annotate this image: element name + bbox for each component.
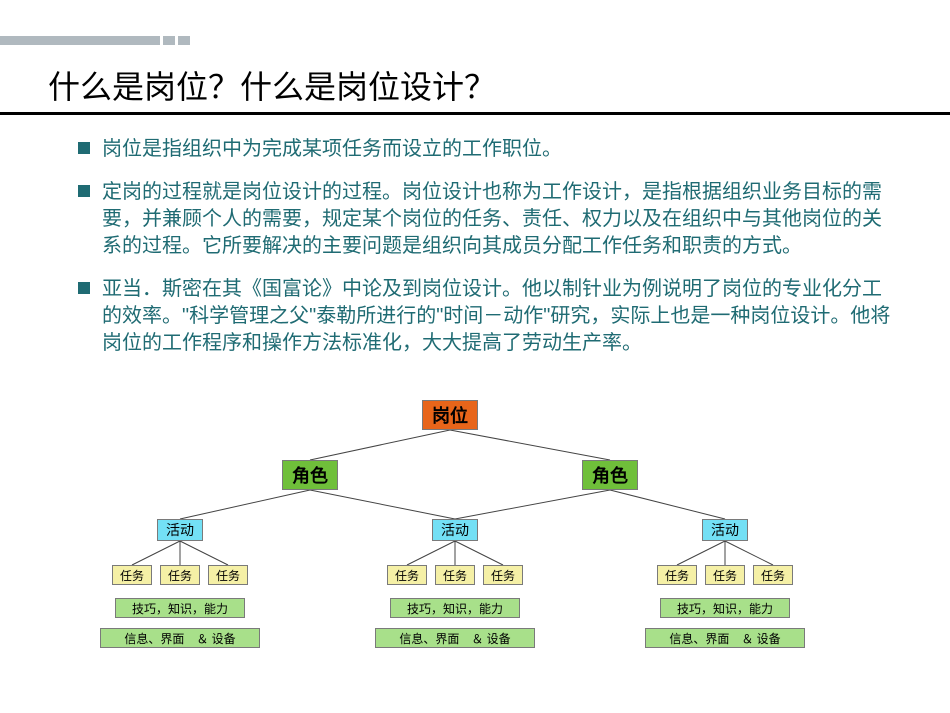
bullet-text: 岗位是指组织中为完成某项任务而设立的工作职位。 (102, 136, 562, 163)
node-activity: 活动 (157, 519, 203, 541)
node-task: 任务 (657, 565, 697, 585)
node-task: 任务 (387, 565, 427, 585)
bullet-text: 定岗的过程就是岗位设计的过程。岗位设计也称为工作设计，是指根据组织业务目标的需要… (102, 179, 898, 260)
accent-bar (178, 36, 190, 45)
node-task: 任务 (160, 565, 200, 585)
bullet-item: 岗位是指组织中为完成某项任务而设立的工作职位。 (78, 136, 898, 163)
bullet-text: 亚当．斯密在其《国富论》中论及到岗位设计。他以制针业为例说明了岗位的专业化分工的… (102, 276, 898, 357)
accent-bar (163, 36, 175, 45)
bullet-marker-icon (78, 142, 90, 154)
node-role: 角色 (582, 460, 638, 490)
node-activity: 活动 (702, 519, 748, 541)
node-info: 信息、界面 ＆ 设备 (645, 628, 805, 648)
node-info: 信息、界面 ＆ 设备 (375, 628, 535, 648)
accent-bar (0, 36, 160, 45)
node-skills: 技巧，知识，能力 (390, 598, 520, 618)
node-info: 信息、界面 ＆ 设备 (100, 628, 260, 648)
bullet-item: 定岗的过程就是岗位设计的过程。岗位设计也称为工作设计，是指根据组织业务目标的需要… (78, 179, 898, 260)
bullet-list: 岗位是指组织中为完成某项任务而设立的工作职位。定岗的过程就是岗位设计的过程。岗位… (78, 136, 898, 373)
node-task: 任务 (435, 565, 475, 585)
node-task: 任务 (705, 565, 745, 585)
page-title: 什么是岗位？什么是岗位设计？ (48, 62, 496, 108)
node-activity: 活动 (432, 519, 478, 541)
title-divider (0, 112, 950, 115)
bullet-item: 亚当．斯密在其《国富论》中论及到岗位设计。他以制针业为例说明了岗位的专业化分工的… (78, 276, 898, 357)
node-root: 岗位 (422, 400, 478, 430)
node-skills: 技巧，知识，能力 (660, 598, 790, 618)
bullet-marker-icon (78, 282, 90, 294)
top-accent-bars (0, 0, 950, 48)
node-task: 任务 (753, 565, 793, 585)
node-skills: 技巧，知识，能力 (115, 598, 245, 618)
node-role: 角色 (282, 460, 338, 490)
node-task: 任务 (208, 565, 248, 585)
bullet-marker-icon (78, 185, 90, 197)
node-task: 任务 (112, 565, 152, 585)
node-task: 任务 (483, 565, 523, 585)
